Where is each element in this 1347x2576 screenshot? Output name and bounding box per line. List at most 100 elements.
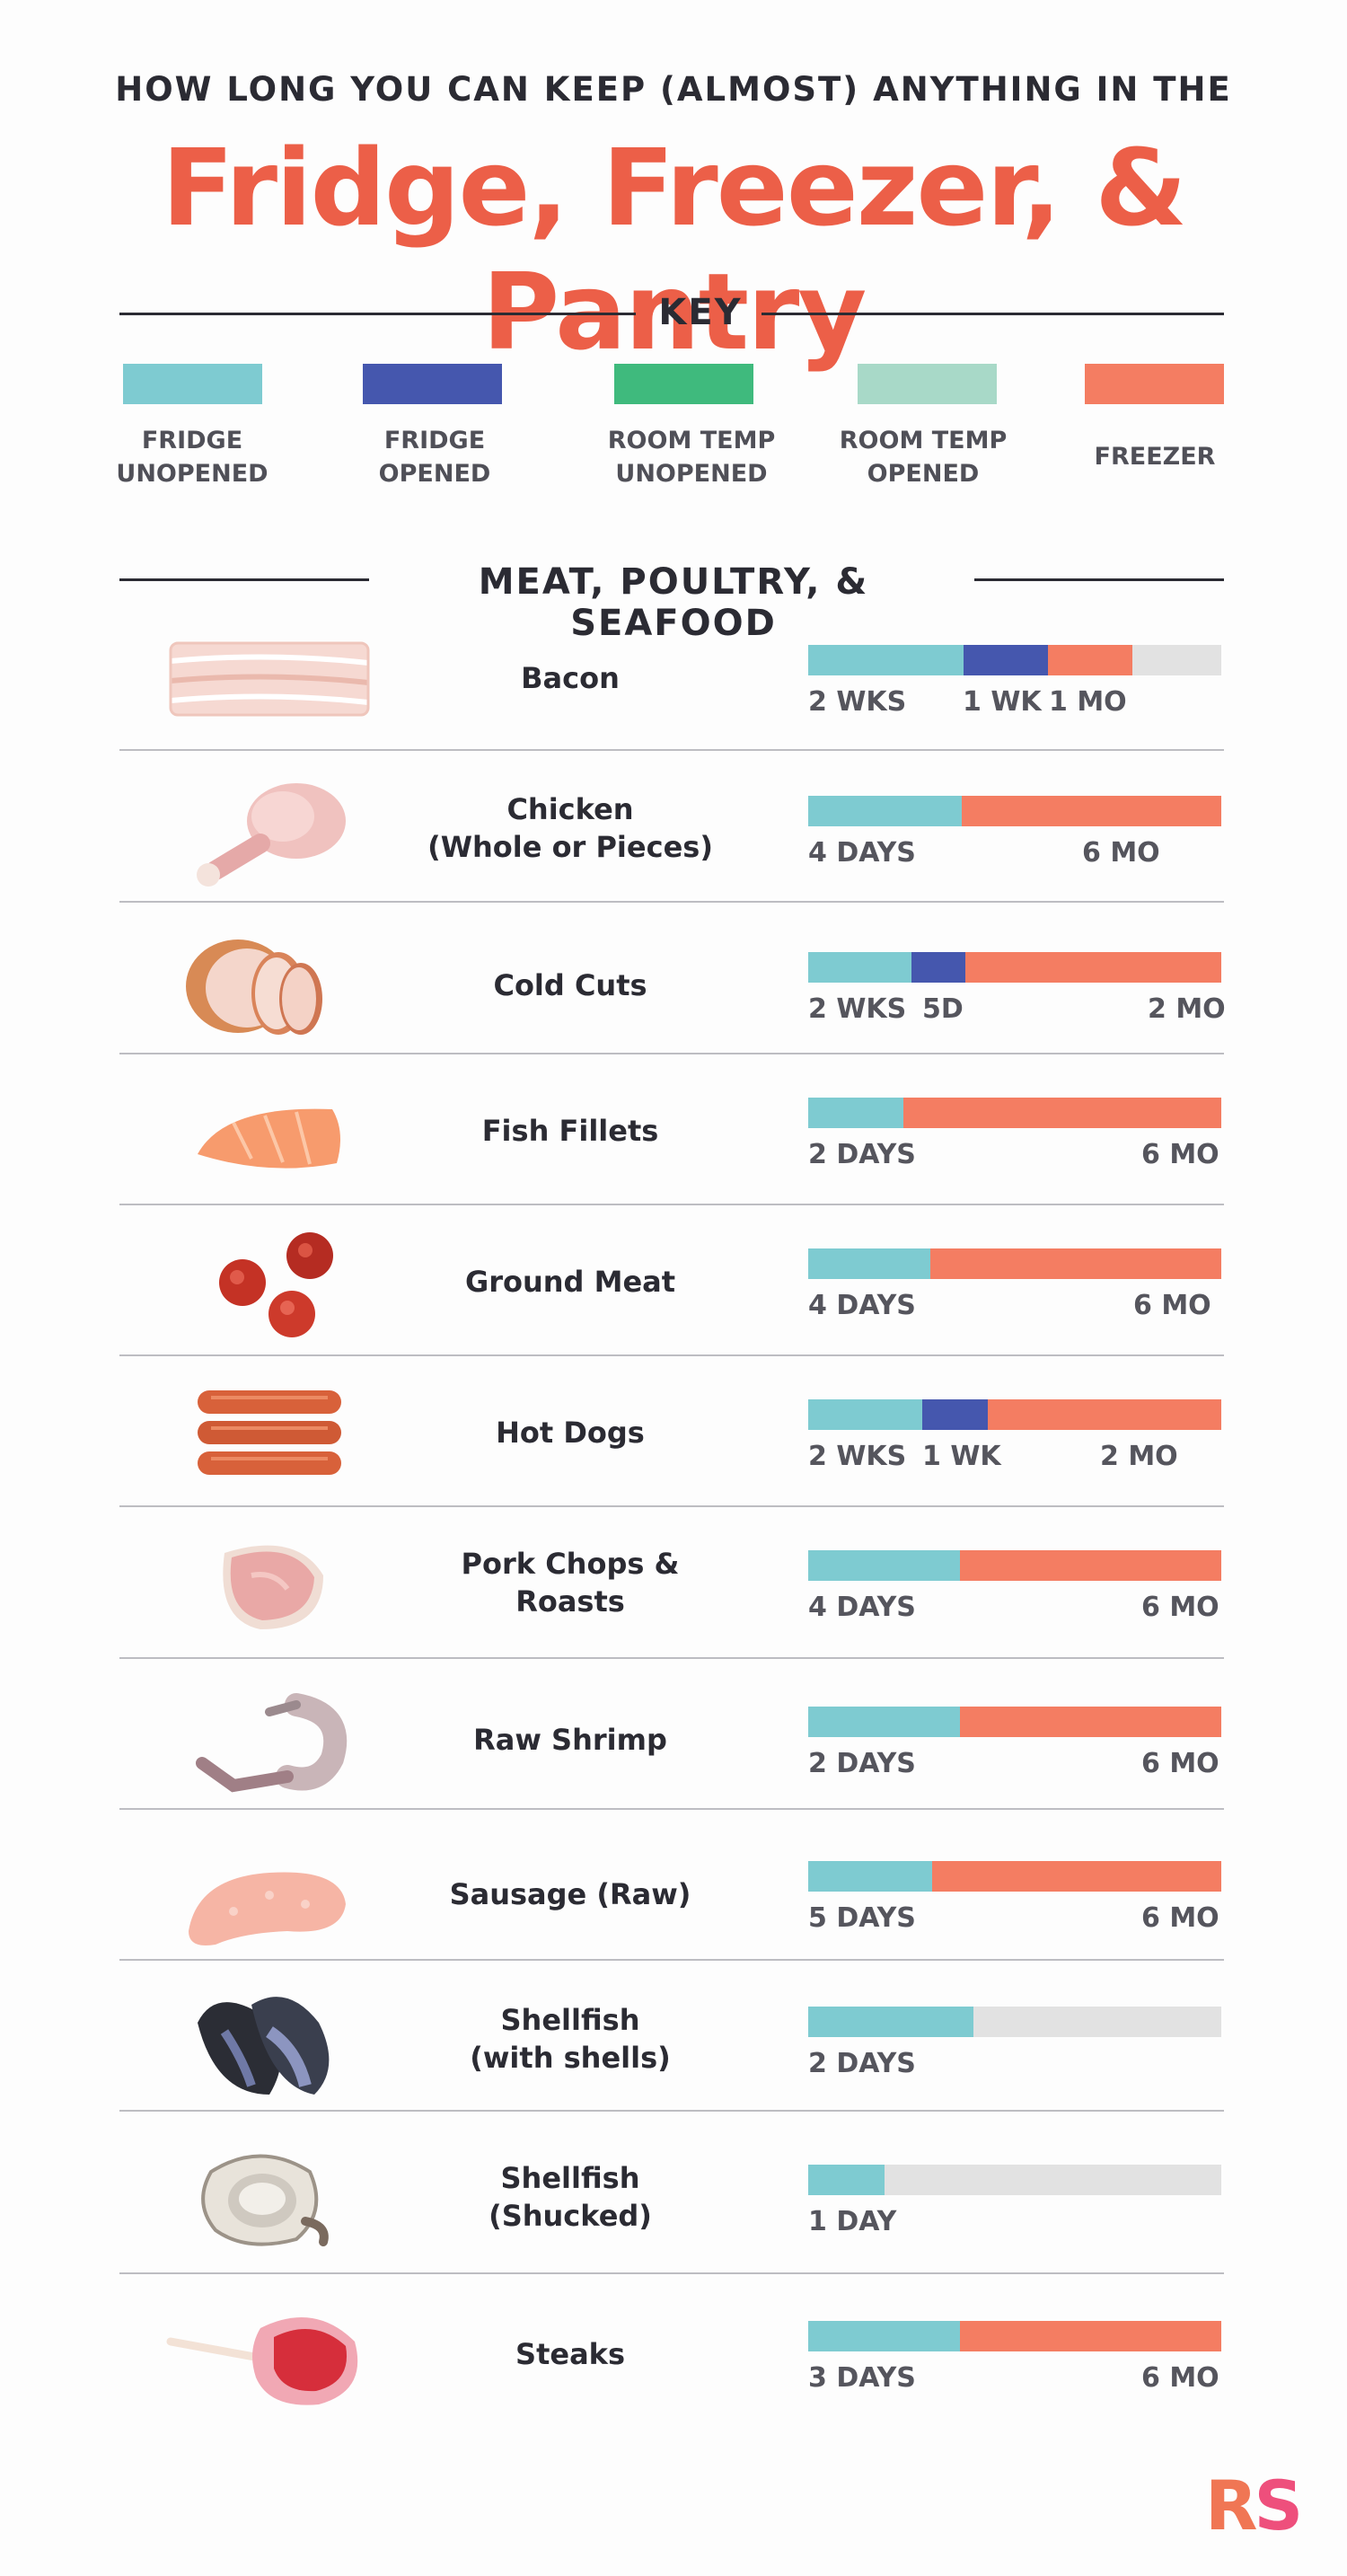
bar-segment-freezer	[902, 1098, 1221, 1128]
fish-fillet-icon	[162, 1069, 377, 1195]
row-divider	[119, 1053, 1224, 1054]
key-swatch-fridge-unopened	[123, 364, 262, 404]
chicken-icon	[162, 767, 377, 893]
duration-label: 3 DAYS	[808, 2362, 916, 2394]
key-swatch-fridge-opened	[363, 364, 502, 404]
key-label-room-temp-unopened: ROOM TEMP UNOPENED	[607, 427, 776, 488]
storage-bar	[808, 2165, 1221, 2195]
duration-label: 2 DAYS	[808, 1748, 916, 1779]
storage-bar	[808, 796, 1221, 826]
duration-label: 2 DAYS	[808, 1139, 916, 1170]
bar-segment-fridge-unopened	[808, 2165, 885, 2195]
bar-segment-freezer	[960, 1707, 1221, 1737]
bar-segment-fridge-opened	[921, 1399, 989, 1430]
mussels-icon	[162, 1978, 377, 2104]
food-name: Fish Fillets	[481, 1114, 659, 1148]
key-heading: KEY	[658, 292, 743, 333]
sausage-icon	[162, 1832, 377, 1958]
food-name: Shellfish (with shells)	[470, 2003, 671, 2075]
bar-segment-fridge-unopened	[808, 796, 963, 826]
oyster-icon	[162, 2136, 377, 2262]
duration-label: 4 DAYS	[808, 837, 916, 869]
food-name: Cold Cuts	[493, 968, 647, 1002]
duration-label: 5D	[922, 993, 964, 1025]
duration-label: 1 DAY	[808, 2206, 897, 2237]
row-divider	[119, 1657, 1224, 1659]
row-divider	[119, 1959, 1224, 1961]
cold-cuts-icon	[162, 923, 377, 1049]
section-heading: MEAT, POULTRY, & SEAFOOD	[478, 561, 869, 644]
bar-segment-freezer	[929, 1248, 1221, 1279]
duration-label: 1 MO	[1049, 686, 1127, 718]
shrimp-icon	[162, 1678, 377, 1804]
bar-segment-fridge-unopened	[808, 645, 964, 675]
bar-segment-fridge-opened	[963, 645, 1048, 675]
storage-bar	[808, 1098, 1221, 1128]
hot-dogs-icon	[162, 1371, 377, 1496]
food-name: Pork Chops & Roasts	[461, 1547, 680, 1619]
storage-bar	[808, 952, 1221, 983]
bar-segment-freezer	[962, 796, 1221, 826]
food-name: Steaks	[515, 2337, 625, 2371]
row-divider	[119, 2272, 1224, 2274]
bar-segment-freezer	[988, 1399, 1221, 1430]
section-rule-left	[119, 578, 369, 581]
logo-letter-r: R	[1205, 2466, 1257, 2545]
row-divider	[119, 1808, 1224, 1810]
duration-label: 6 MO	[1082, 837, 1160, 869]
bar-segment-fridge-unopened	[808, 1707, 961, 1737]
duration-label: 5 DAYS	[808, 1902, 916, 1934]
row-divider	[119, 1505, 1224, 1507]
duration-label: 2 WKS	[808, 686, 907, 718]
row-divider	[119, 2110, 1224, 2112]
row-divider	[119, 1354, 1224, 1356]
bar-segment-fridge-unopened	[808, 952, 911, 983]
logo-letter-s: S	[1254, 2466, 1304, 2545]
duration-label: 2 MO	[1148, 993, 1226, 1025]
food-name: Sausage (Raw)	[449, 1877, 691, 1911]
bar-segment-freezer	[960, 1550, 1221, 1581]
food-name: Ground Meat	[464, 1265, 676, 1299]
key-swatch-room-temp-unopened	[614, 364, 753, 404]
row-divider	[119, 901, 1224, 903]
food-name: Chicken (Whole or Pieces)	[427, 792, 713, 864]
duration-label: 6 MO	[1141, 1902, 1219, 1934]
pork-chop-icon	[162, 1522, 377, 1647]
storage-bar	[808, 1707, 1221, 1737]
food-name: Shellfish (Shucked)	[489, 2161, 652, 2233]
key-label-fridge-opened: FRIDGE OPENED	[378, 427, 491, 488]
food-name: Hot Dogs	[496, 1416, 645, 1450]
bar-segment-fridge-unopened	[808, 2007, 973, 2037]
duration-label: 2 DAYS	[808, 2048, 916, 2079]
storage-bar	[808, 2007, 1221, 2037]
key-rule-left	[119, 313, 636, 315]
duration-label: 2 MO	[1100, 1441, 1178, 1472]
storage-bar	[808, 1399, 1221, 1430]
bacon-icon	[162, 616, 377, 742]
bar-segment-fridge-unopened	[808, 1861, 932, 1892]
key-label-freezer: FREEZER	[1094, 443, 1216, 471]
duration-label: 6 MO	[1141, 1139, 1219, 1170]
duration-label: 1 WK	[963, 686, 1042, 718]
key-rule-right	[762, 313, 1224, 315]
pre-title: HOW LONG YOU CAN KEEP (ALMOST) ANYTHING …	[115, 70, 1232, 109]
duration-label: 2 WKS	[808, 993, 907, 1025]
duration-label: 6 MO	[1141, 2362, 1219, 2394]
storage-bar	[808, 645, 1221, 675]
bar-segment-fridge-opened	[911, 952, 965, 983]
section-rule-right	[974, 578, 1224, 581]
duration-label: 6 MO	[1133, 1290, 1211, 1321]
rs-logo: RS	[1205, 2466, 1304, 2545]
bar-segment-fridge-unopened	[808, 1248, 930, 1279]
key-swatch-freezer	[1085, 364, 1224, 404]
bar-segment-fridge-unopened	[808, 1550, 961, 1581]
row-divider	[119, 1204, 1224, 1205]
storage-bar	[808, 1550, 1221, 1581]
steak-icon	[162, 2292, 377, 2418]
duration-label: 4 DAYS	[808, 1592, 916, 1623]
key-label-fridge-unopened: FRIDGE UNOPENED	[116, 427, 269, 488]
duration-label: 4 DAYS	[808, 1290, 916, 1321]
key-label-room-temp-opened: ROOM TEMP OPENED	[839, 427, 1008, 488]
key-swatch-room-temp-opened	[858, 364, 997, 404]
bar-segment-freezer	[964, 952, 1221, 983]
